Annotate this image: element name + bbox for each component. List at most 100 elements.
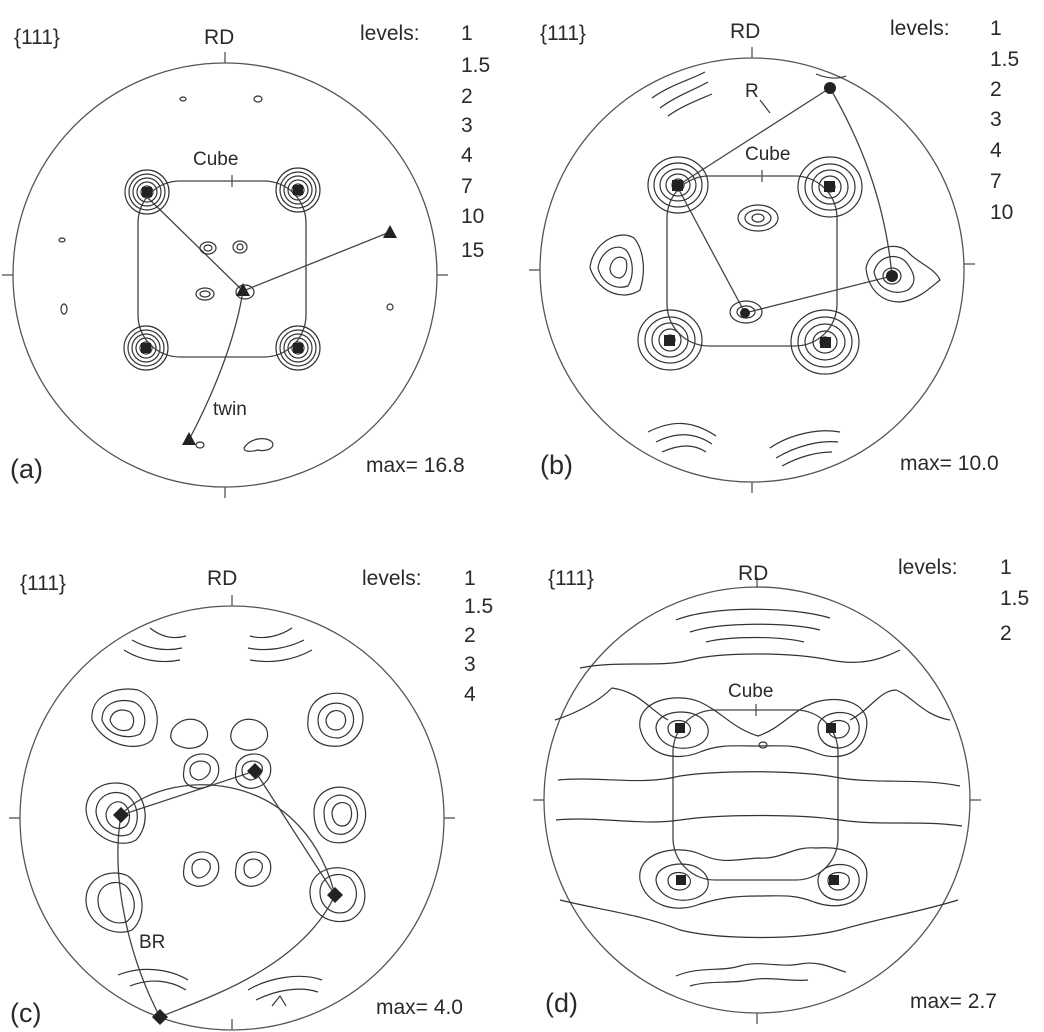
contour-cluster-a [275,325,321,371]
square-marker [141,343,151,353]
level-value: 4 [464,683,476,706]
level-value: 1 [464,567,476,590]
contour-cluster-b [637,309,703,371]
triangle-marker [236,283,250,296]
panel-label-b: (b) [540,450,573,480]
levels-title-a: levels: [360,22,420,45]
cube-label-d: Cube [728,681,773,702]
level-value: 1.5 [990,48,1019,71]
markers-d [675,723,839,885]
cube-orbit-a [137,180,307,358]
panel-a: {111} RD levels: 1 1.5 2 3 4 7 10 15 (a)… [2,22,490,498]
diamond-marker [113,807,129,823]
panel-b: {111} RD levels: 1 1.5 2 3 4 7 10 (b) ma… [529,17,1019,493]
level-value: 1 [1000,556,1012,579]
contour-rim-c [117,627,323,1007]
max-label-a: max= 16.8 [366,454,465,477]
plane-label-b: {111} [540,22,586,45]
br-orbit-c [117,814,161,1018]
levels-title-c: levels: [362,567,422,590]
diamond-marker [327,887,343,903]
plane-label-c: {111} [20,572,66,595]
square-marker [664,335,675,346]
square-marker [829,875,839,885]
max-label-d: max= 2.7 [910,990,997,1013]
square-marker [675,723,685,733]
twin-label-a: twin [213,399,247,420]
level-value: 3 [990,108,1002,131]
levels-list-b: 1 1.5 2 3 4 7 10 [990,17,1019,224]
cube-label-a: Cube [193,149,238,170]
plane-label-d: {111} [548,567,594,590]
level-value: 2 [990,78,1002,101]
rd-label-c: RD [207,567,237,590]
markers-b [664,82,898,348]
level-value: 1 [461,22,473,45]
pole-figure-circle-b [539,57,965,483]
rd-label-b: RD [730,20,760,43]
level-value: 1.5 [1000,587,1029,610]
twin-link-a [189,290,244,439]
square-marker [293,343,303,353]
markers-a [141,185,397,445]
rd-label-d: RD [738,562,768,585]
contour-band-d [554,608,963,987]
level-value: 15 [461,239,484,262]
triangle-marker [182,432,196,445]
panel-label-c: (c) [10,998,41,1028]
pole-figure-circle-c [19,605,445,1031]
r-link-b [744,275,893,314]
level-value: 1.5 [464,595,493,618]
level-value: 2 [1000,622,1012,645]
level-value: 1.5 [461,54,490,77]
br-orbit-c [120,784,336,1018]
dot-marker [824,82,836,94]
r-link-b [676,185,746,314]
level-value: 1 [990,17,1002,40]
r-label-b: R [745,81,759,102]
br-label-c: BR [139,932,165,953]
level-value: 3 [464,653,476,676]
level-value: 2 [464,624,476,647]
diamond-marker [247,763,263,779]
r-link-b [676,87,831,187]
minor-contours-b [589,71,941,467]
r-link-b [829,87,893,277]
br-link-c [254,770,336,896]
level-value: 4 [990,139,1002,162]
cube-orbit-b [666,175,838,347]
square-marker [820,337,831,348]
diamond-marker [152,1009,168,1025]
levels-list-d: 1 1.5 2 [1000,556,1029,645]
contour-cluster-a [275,167,321,213]
square-marker [676,875,686,885]
triangle-marker [383,225,397,238]
levels-title-b: levels: [890,17,950,40]
minor-contours-a [58,95,394,452]
level-value: 10 [461,205,484,228]
panel-d: {111} RD levels: 1 1.5 2 (d) max= 2.7 Cu… [533,556,1029,1024]
cube-label-b: Cube [745,144,790,165]
br-link-c [120,770,256,816]
square-marker [824,181,835,192]
contour-cluster-a [124,169,170,215]
level-value: 2 [461,85,473,108]
panel-label-d: (d) [545,988,578,1018]
twin-link-a [242,231,391,292]
panel-c: {111} RD levels: 1 1.5 2 3 4 (c) max= 4.… [9,567,493,1031]
dot-marker [886,270,898,282]
square-marker [826,723,836,733]
twin-link-a [146,196,244,292]
level-value: 4 [461,144,473,167]
square-marker [672,180,683,191]
rd-label-a: RD [204,26,234,49]
pole-figure-circle-d [543,586,971,1014]
levels-list-c: 1 1.5 2 3 4 [464,567,493,706]
square-marker [293,185,303,195]
level-value: 7 [461,175,473,198]
levels-list-a: 1 1.5 2 3 4 7 10 15 [461,22,490,262]
pole-figure-circle-a [12,62,438,488]
panel-label-a: (a) [10,454,43,484]
r-leader-b [759,99,771,114]
